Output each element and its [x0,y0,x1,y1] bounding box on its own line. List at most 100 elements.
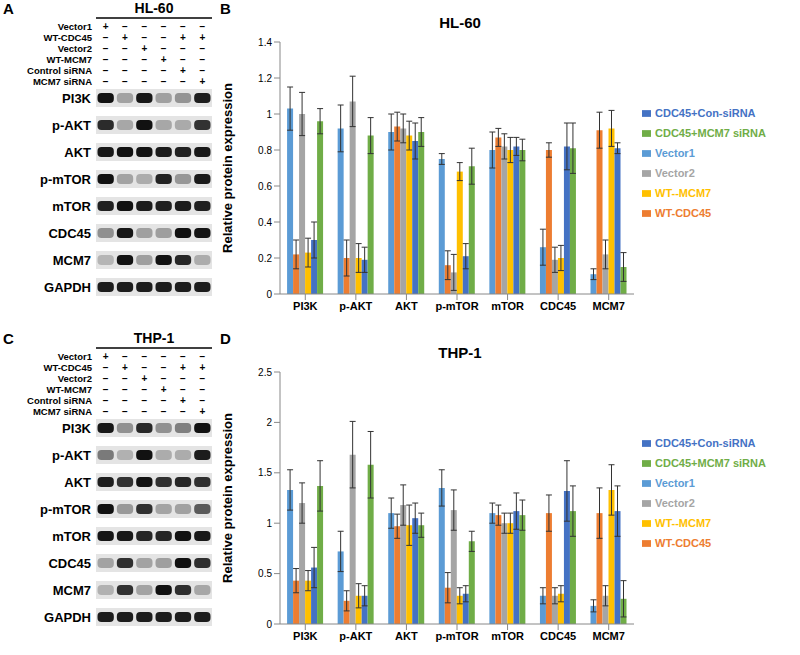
svg-text:−: − [199,21,205,32]
svg-text:Control siRNA: Control siRNA [27,65,92,76]
svg-text:MCM7: MCM7 [593,630,625,642]
svg-text:HL-60: HL-60 [135,0,174,16]
svg-text:+: + [161,54,167,65]
svg-text:+: + [103,21,109,32]
svg-text:AKT: AKT [64,145,91,160]
svg-text:Vector2: Vector2 [58,43,92,54]
svg-text:+: + [199,76,205,87]
svg-text:Vector1: Vector1 [58,21,93,32]
svg-text:−: − [103,54,109,65]
svg-text:+: + [141,43,147,54]
svg-text:−: − [141,54,147,65]
svg-text:−: − [141,21,147,32]
svg-text:−: − [103,32,109,43]
svg-text:−: − [199,54,205,65]
svg-text:−: − [180,76,186,87]
svg-text:−: − [141,32,147,43]
svg-text:−: − [103,384,109,395]
svg-text:1: 1 [266,518,272,529]
svg-text:THP-1: THP-1 [134,330,175,346]
svg-text:Relative protein expression: Relative protein expression [220,413,235,583]
svg-text:mTOR: mTOR [52,529,91,544]
svg-text:−: − [161,395,167,406]
svg-text:p-AKT: p-AKT [339,630,372,642]
svg-text:−: − [141,362,147,373]
svg-text:p-AKT: p-AKT [339,300,372,312]
svg-text:2.5: 2.5 [258,367,272,378]
svg-text:−: − [122,21,128,32]
svg-text:−: − [161,373,167,384]
svg-text:−: − [103,406,109,417]
svg-text:WT-CDC45: WT-CDC45 [43,32,92,43]
svg-text:−: − [161,76,167,87]
svg-text:MCM7: MCM7 [53,583,91,598]
svg-text:+: + [180,362,186,373]
svg-text:0: 0 [266,619,272,630]
svg-text:−: − [103,395,109,406]
svg-text:0.4: 0.4 [258,217,272,228]
svg-text:−: − [180,384,186,395]
svg-text:WT-CDC45: WT-CDC45 [43,362,92,373]
svg-text:Vector2: Vector2 [58,373,92,384]
svg-text:−: − [199,43,205,54]
svg-text:−: − [180,373,186,384]
svg-text:−: − [161,351,167,362]
svg-text:−: − [141,65,147,76]
svg-text:mTOR: mTOR [491,630,524,642]
svg-text:−: − [122,54,128,65]
svg-text:−: − [103,43,109,54]
svg-text:−: − [122,65,128,76]
svg-text:p-mTOR: p-mTOR [40,502,92,517]
svg-text:+: + [199,362,205,373]
svg-text:+: + [141,373,147,384]
svg-text:GAPDH: GAPDH [44,280,91,295]
svg-text:−: − [199,351,205,362]
svg-text:2: 2 [266,417,272,428]
svg-text:AKT: AKT [64,475,91,490]
svg-text:Control siRNA: Control siRNA [27,395,92,406]
svg-text:+: + [161,384,167,395]
svg-text:mTOR: mTOR [52,199,91,214]
svg-text:−: − [122,43,128,54]
svg-text:−: − [141,406,147,417]
svg-text:−: − [180,406,186,417]
svg-text:+: + [180,32,186,43]
svg-text:PI3K: PI3K [62,91,92,106]
svg-text:−: − [141,395,147,406]
svg-text:CDC45: CDC45 [540,300,576,312]
svg-text:−: − [122,406,128,417]
svg-text:MCM7: MCM7 [593,300,625,312]
svg-text:−: − [103,65,109,76]
svg-text:0: 0 [266,289,272,300]
svg-text:PI3K: PI3K [293,300,318,312]
svg-text:−: − [180,54,186,65]
svg-text:−: − [122,351,128,362]
svg-text:WT-MCM7: WT-MCM7 [47,54,92,65]
svg-text:+: + [180,395,186,406]
svg-text:MCM7: MCM7 [53,253,91,268]
svg-text:−: − [199,373,205,384]
svg-text:−: − [180,43,186,54]
svg-text:+: + [103,351,109,362]
svg-text:−: − [103,373,109,384]
svg-text:−: − [199,384,205,395]
svg-text:1.4: 1.4 [258,37,272,48]
svg-text:CDC45: CDC45 [48,556,91,571]
svg-text:0.5: 0.5 [258,568,272,579]
svg-text:−: − [161,21,167,32]
svg-text:p-mTOR: p-mTOR [435,300,478,312]
svg-text:AKT: AKT [395,300,418,312]
svg-text:−: − [161,406,167,417]
svg-text:−: − [122,373,128,384]
svg-text:MCM7 siRNA: MCM7 siRNA [33,76,92,87]
svg-text:Relative protein expression: Relative protein expression [220,83,235,253]
svg-text:CDC45: CDC45 [540,630,576,642]
svg-text:−: − [199,65,205,76]
svg-text:GAPDH: GAPDH [44,610,91,625]
svg-text:PI3K: PI3K [293,630,318,642]
svg-text:−: − [141,351,147,362]
svg-text:+: + [199,406,205,417]
svg-text:0.6: 0.6 [258,181,272,192]
svg-text:−: − [199,395,205,406]
svg-text:−: − [161,65,167,76]
